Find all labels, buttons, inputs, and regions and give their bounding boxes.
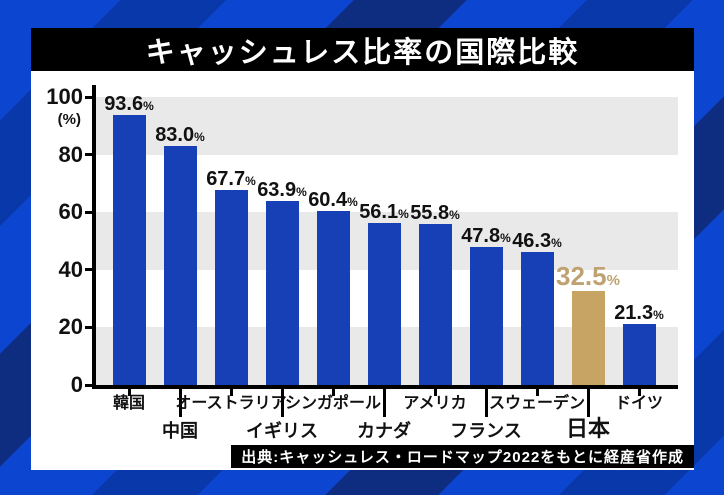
x-category-label: カナダ — [357, 421, 411, 441]
x-axis-leader-line — [280, 389, 284, 417]
chart-title: キャッシュレス比率の国際比較 — [145, 36, 580, 69]
bar-value-label: 60.4% — [273, 190, 393, 211]
bar — [316, 211, 350, 385]
value-number: 21.3 — [614, 301, 654, 324]
y-axis-line — [92, 85, 96, 389]
value-number: 83.0 — [155, 123, 195, 146]
bar-value-label: 47.8% — [426, 226, 546, 247]
value-number: 56.1 — [359, 201, 399, 224]
bar-japan-highlight — [571, 291, 605, 385]
x-category-label: オーストラリア — [175, 395, 287, 412]
y-tick-label: 0 — [70, 372, 83, 397]
bar — [367, 223, 401, 385]
value-number: 46.3 — [512, 229, 552, 252]
percent-sign: % — [653, 307, 664, 322]
value-number: 93.6 — [104, 93, 144, 116]
value-number: 63.9 — [257, 178, 297, 201]
bar — [418, 224, 452, 385]
bar-value-label: 32.5% — [528, 262, 648, 290]
bar — [622, 323, 656, 385]
y-tick-label: 20 — [58, 314, 83, 340]
x-category-label: アメリカ — [403, 395, 467, 412]
grid-band — [94, 97, 678, 155]
percent-sign: % — [500, 231, 511, 246]
x-category-label: スウェーデン — [488, 395, 585, 412]
y-tick-label: 40 — [58, 256, 83, 282]
bar-value-label: 55.8% — [375, 203, 495, 224]
value-number: 32.5 — [556, 261, 607, 292]
y-tick-label: 80 — [58, 141, 83, 167]
x-axis-line — [92, 385, 678, 389]
y-axis-tick — [85, 383, 93, 387]
bar-value-label: 93.6% — [69, 94, 189, 115]
x-axis-tick — [127, 389, 131, 396]
percent-sign: % — [245, 174, 256, 189]
percent-sign: % — [143, 99, 154, 114]
bar — [163, 145, 197, 385]
x-category-label: イギリス — [246, 421, 318, 441]
percent-sign: % — [347, 195, 358, 210]
x-category-label: 日本 — [565, 416, 610, 441]
x-axis-leader-line — [178, 389, 182, 417]
y-tick-label: 60 — [58, 199, 83, 225]
y-axis-tick — [85, 325, 93, 329]
chart-title-bar: キャッシュレス比率の国際比較 — [31, 28, 694, 71]
y-axis-tick — [85, 210, 93, 214]
bar-value-label: 56.1% — [324, 202, 444, 223]
chart-card: 100 80 60 40 20 0 (%) 93.6% 韓国 83.0% 中国 67.7% オーストラリ… — [31, 71, 694, 470]
bar-chart-plot: 100 80 60 40 20 0 (%) 93.6% 韓国 83.0% 中国 67.7% オーストラリ… — [31, 71, 694, 470]
x-category-label: シンガポール — [284, 395, 381, 412]
bar-value-label: 83.0% — [120, 123, 240, 146]
x-axis-leader-line — [382, 389, 386, 417]
bar — [214, 190, 248, 385]
value-number: 60.4 — [308, 189, 348, 212]
x-axis-tick — [433, 389, 437, 396]
x-axis-tick — [229, 389, 233, 396]
bar-value-label: 63.9% — [222, 178, 342, 201]
source-bar: 出典:キャッシュレス・ロードマップ2022をもとに経産省作成 — [231, 445, 694, 468]
y-axis-tick — [85, 153, 93, 157]
bar-value-label: 67.7% — [171, 169, 291, 190]
x-axis-tick — [331, 389, 335, 396]
y-axis-tick — [85, 95, 93, 99]
y-tick-label: 100 — [46, 84, 83, 109]
x-axis-leader-line — [586, 389, 590, 417]
percent-sign: % — [194, 129, 205, 144]
x-category-label: 韓国 — [112, 395, 145, 412]
percent-sign: % — [551, 235, 562, 250]
source-text: 出典:キャッシュレス・ロードマップ2022をもとに経産省作成 — [241, 449, 684, 466]
percent-sign: % — [606, 272, 620, 290]
y-axis-unit-label: (%) — [57, 111, 81, 128]
x-category-label: ドイツ — [614, 395, 663, 412]
bar-value-label: 46.3% — [477, 229, 597, 252]
y-axis-tick — [85, 268, 93, 272]
value-number: 47.8 — [461, 225, 501, 248]
percent-sign: % — [296, 184, 307, 199]
x-axis-tick — [535, 389, 539, 396]
value-number: 55.8 — [410, 202, 450, 225]
x-axis-leader-line — [484, 389, 488, 417]
x-category-label: フランス — [450, 421, 522, 441]
bar — [520, 251, 554, 385]
percent-sign: % — [449, 208, 460, 223]
bar-value-label: 21.3% — [579, 301, 699, 324]
bar — [112, 115, 146, 385]
x-axis-tick — [637, 389, 641, 396]
percent-sign: % — [398, 207, 409, 222]
bar — [265, 200, 299, 385]
bar — [469, 247, 503, 385]
x-category-label: 中国 — [162, 421, 198, 441]
value-number: 67.7 — [206, 168, 246, 191]
